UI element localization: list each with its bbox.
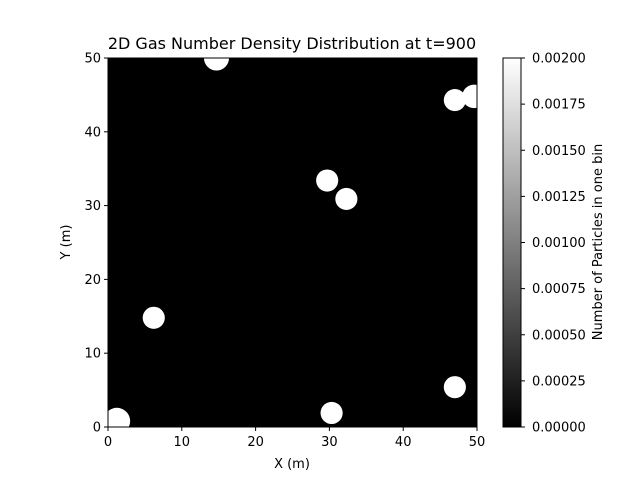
y-tick-label: 50: [84, 52, 101, 67]
y-tick-label: 40: [84, 125, 101, 140]
plot-background: [108, 58, 477, 427]
density-blob-6: [320, 401, 343, 425]
colorbar-tick-label: 0.00100: [532, 236, 586, 251]
colorbar-tick-label: 0.00000: [532, 421, 586, 436]
y-tick-label: 0: [93, 421, 101, 436]
colorbar-tick-label: 0.00175: [532, 98, 586, 113]
y-axis-label: Y (m): [59, 225, 74, 261]
plot-frame: [107, 57, 478, 428]
y-tick-label: 30: [84, 199, 101, 214]
plot-area: [107, 57, 478, 428]
colorbar-tick-label: 0.00050: [532, 328, 586, 343]
x-tick-label: 0: [104, 435, 112, 450]
colorbar-tick-label: 0.00150: [532, 144, 586, 159]
y-tick-label: 10: [84, 347, 101, 362]
x-tick-label: 30: [321, 435, 338, 450]
x-tick-label: 10: [174, 435, 191, 450]
colorbar-tick-label: 0.00125: [532, 190, 586, 205]
density-blob-3: [203, 58, 230, 71]
x-tick-label: 40: [395, 435, 412, 450]
density-blob-4: [316, 169, 339, 192]
colorbar-gradient: [502, 57, 522, 428]
density-blob-9: [443, 376, 466, 399]
density-blob-8: [462, 84, 477, 109]
colorbar-tick-label: 0.00075: [532, 282, 586, 297]
density-blob-2: [142, 306, 165, 329]
colorbar-tick-label: 0.00200: [532, 52, 586, 67]
density-blob-5: [335, 187, 358, 211]
y-tick-label: 20: [84, 273, 101, 288]
chart-title: 2D Gas Number Density Distribution at t=…: [108, 34, 476, 53]
colorbar-label: Number of Particles in one bin: [591, 144, 606, 340]
density-blob-7: [443, 88, 466, 112]
x-tick-label: 50: [469, 435, 486, 450]
density-blob-1: [108, 407, 131, 427]
x-axis: 0 10 20 30 40 50: [104, 427, 485, 450]
x-axis-label: X (m): [274, 457, 310, 472]
colorbar: 0.00000 0.00025 0.00050 0.00075 0.00100 0.001…: [502, 52, 606, 436]
colorbar-tick-label: 0.00025: [532, 374, 586, 389]
x-tick-label: 20: [247, 435, 264, 450]
y-axis: 0 10 20 30 40 50: [84, 52, 108, 436]
